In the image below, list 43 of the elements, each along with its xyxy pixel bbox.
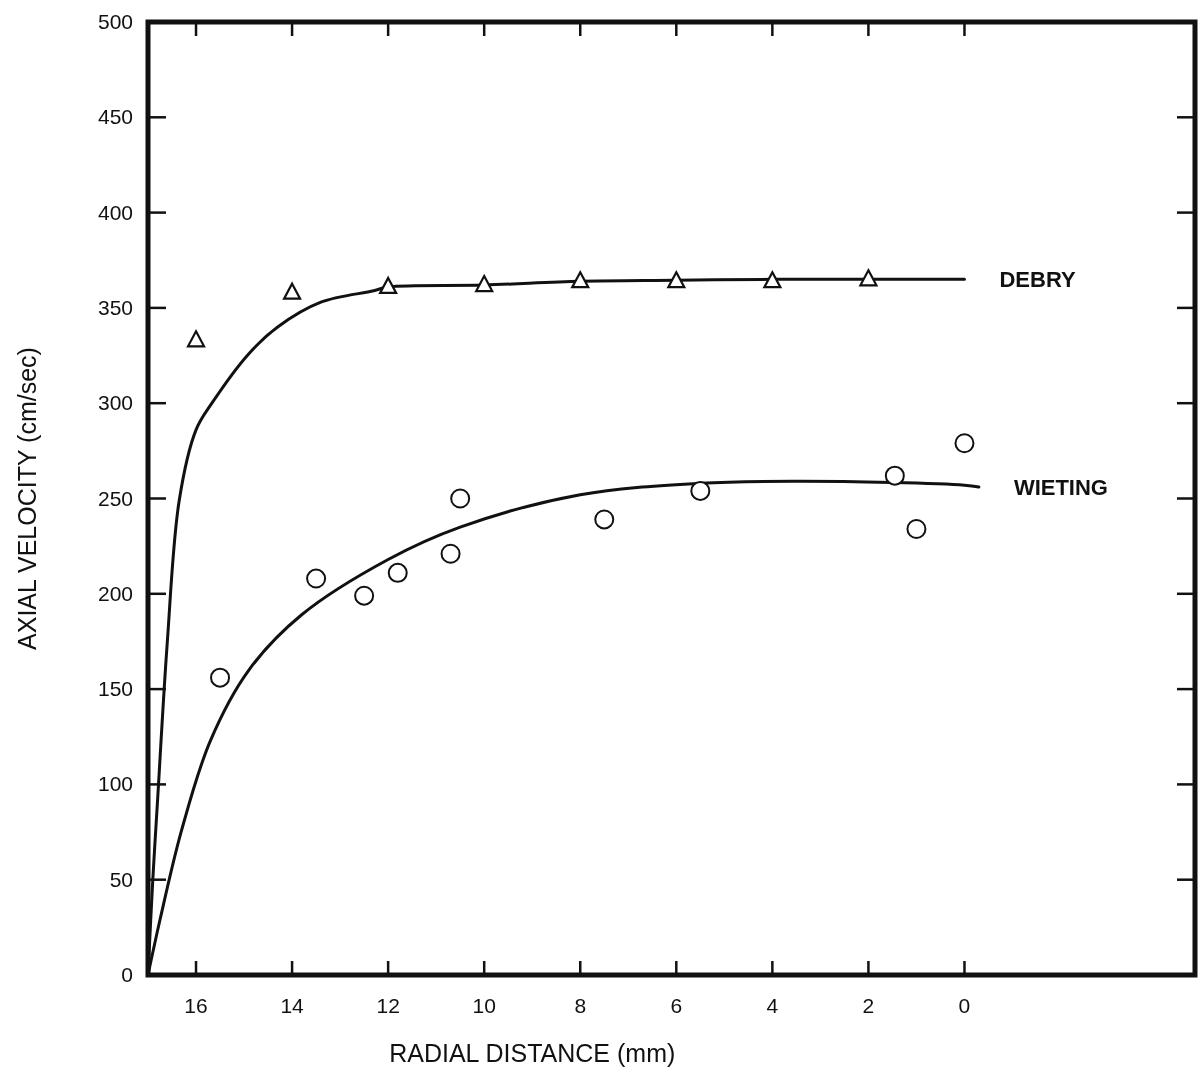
y-tick-label: 50 [109, 867, 133, 891]
y-tick-label: 300 [97, 391, 133, 415]
point [763, 271, 782, 289]
series-label: DEBRY [999, 267, 1076, 293]
y-tick-label: 200 [97, 581, 133, 605]
point [594, 509, 615, 530]
x-tick-label: 8 [574, 994, 587, 1017]
x-tick-label: 10 [472, 994, 496, 1017]
x-axis-title: RADIAL DISTANCE (mm) [389, 1039, 676, 1067]
point [667, 271, 686, 289]
point [440, 543, 461, 564]
y-tick-label: 350 [97, 295, 133, 319]
point [354, 585, 375, 606]
series-label: WIETING [1013, 475, 1108, 501]
point [906, 519, 927, 539]
x-tick-label: 4 [766, 994, 779, 1017]
point [306, 568, 327, 589]
x-tick-label: 2 [862, 994, 875, 1017]
point [571, 271, 590, 289]
y-tick-label: 150 [97, 677, 133, 701]
y-tick-label: 100 [97, 772, 133, 796]
point [859, 269, 878, 287]
point [282, 282, 302, 300]
y-tick-label: 500 [97, 10, 133, 33]
x-tick-label: 6 [670, 994, 683, 1017]
y-tick-label: 450 [97, 105, 133, 129]
x-tick-label: 14 [280, 994, 305, 1017]
x-tick-label: 0 [958, 994, 971, 1017]
point [379, 276, 398, 295]
x-tick-label: 12 [376, 994, 400, 1017]
point [450, 488, 471, 509]
point [690, 480, 711, 501]
x-tick-label: 16 [184, 994, 208, 1017]
y-tick-label: 250 [97, 486, 133, 510]
point [475, 274, 494, 293]
y-axis-title: AXIAL VELOCITY (cm/sec) [13, 347, 41, 650]
point [884, 465, 905, 486]
y-tick-label: 0 [121, 963, 133, 986]
point [210, 667, 231, 688]
y-tick-label: 400 [97, 200, 133, 224]
point [954, 433, 975, 454]
point [186, 330, 206, 348]
point [387, 562, 408, 583]
